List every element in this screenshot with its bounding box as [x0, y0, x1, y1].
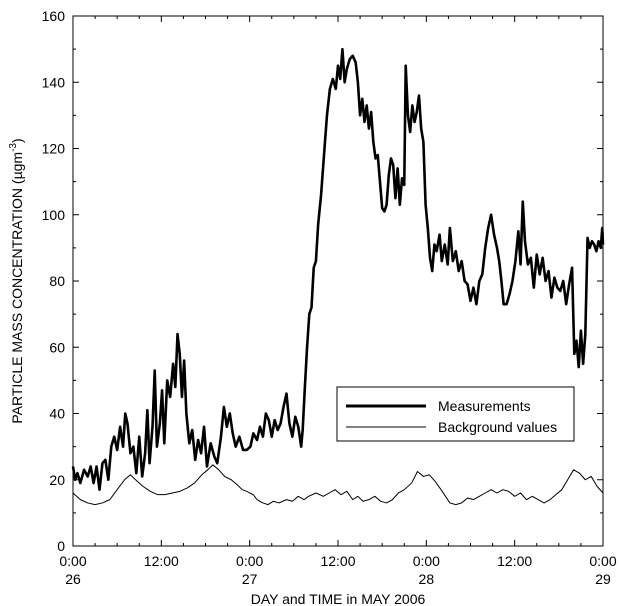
y-tick-label: 140	[42, 74, 66, 90]
x-tick-label-time: 0:00	[589, 553, 616, 569]
x-tick-label-time: 12:00	[497, 553, 532, 569]
x-tick-label-time: 0:00	[413, 553, 440, 569]
x-tick-label-time: 0:00	[59, 553, 86, 569]
x-axis-title: DAY and TIME in MAY 2006	[251, 591, 426, 606]
x-tick-label-day: 27	[242, 571, 258, 587]
legend: Measurements Background values	[336, 386, 575, 442]
x-tick-label-time: 12:00	[320, 553, 355, 569]
y-tick-label: 120	[42, 141, 66, 157]
y-tick-label: 80	[49, 273, 65, 289]
y-axis-title-superscript: -3	[8, 143, 19, 152]
y-tick-label: 100	[42, 207, 66, 223]
series-layer	[71, 47, 605, 506]
y-tick-label: 20	[49, 472, 65, 488]
y-axis-tick-labels: 0 20 40 60 80 100 120 140 160	[42, 8, 66, 554]
y-tick-label: 60	[49, 339, 65, 355]
plot-frame	[72, 15, 604, 547]
x-axis-tick-labels: 0:00 26 12:00 0:00 27 12:00 0:00 28 12:00 0:00 29	[59, 553, 616, 587]
y-tick-label: 0	[57, 538, 65, 554]
legend-label-measurements: Measurements	[438, 398, 531, 414]
y-tick-label: 40	[49, 406, 65, 422]
legend-box	[336, 386, 575, 442]
x-tick-label-time: 0:00	[236, 553, 263, 569]
x-tick-label-day: 26	[65, 571, 81, 587]
series-line-measurements	[71, 47, 605, 491]
axis-ticks	[72, 15, 604, 547]
y-tick-label: 160	[42, 8, 66, 24]
x-tick-label-day: 28	[419, 571, 435, 587]
series-line-background	[72, 464, 604, 506]
legend-label-background: Background values	[438, 419, 557, 435]
x-tick-label-time: 12:00	[144, 553, 179, 569]
y-axis-title: PARTICLE MASS CONCENTRATION (µgm-3)	[8, 138, 25, 423]
x-tick-label-day: 29	[595, 571, 611, 587]
